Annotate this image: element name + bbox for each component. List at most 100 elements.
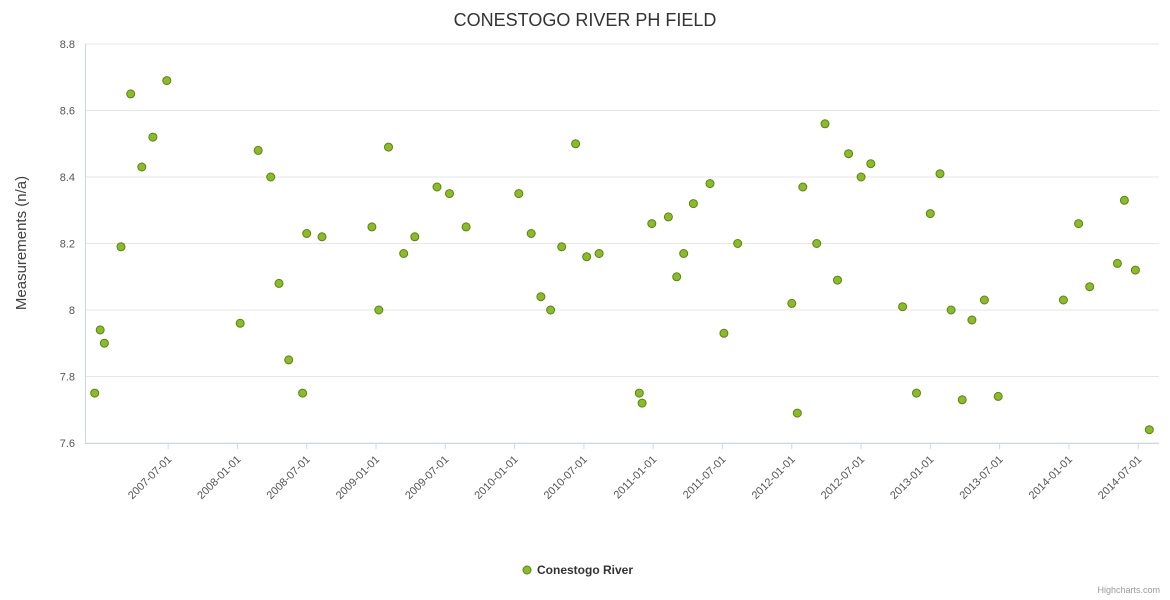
data-point[interactable] [1085, 282, 1095, 292]
gridlines [85, 43, 1159, 444]
data-point[interactable] [679, 249, 689, 258]
y-tick-label: 7.8 [60, 372, 75, 384]
data-point[interactable] [148, 132, 158, 142]
data-point[interactable] [663, 212, 673, 222]
x-tick-label: 2012-01-01 [750, 454, 798, 502]
data-point[interactable] [367, 222, 377, 232]
data-point[interactable] [546, 305, 556, 315]
x-tick-label: 2009-01-01 [334, 454, 382, 502]
data-point[interactable] [526, 229, 536, 238]
data-point[interactable] [594, 249, 604, 258]
data-point[interactable] [137, 162, 147, 172]
data-point[interactable] [798, 182, 808, 192]
x-tick-label: 2009-07-01 [403, 454, 451, 502]
y-tick-label: 8.8 [60, 39, 75, 51]
data-point[interactable] [866, 159, 876, 169]
data-point[interactable] [898, 302, 908, 312]
data-point[interactable] [912, 388, 921, 398]
legend-label: Conestogo River [537, 563, 633, 577]
data-point[interactable] [461, 222, 471, 232]
data-point[interactable] [557, 242, 567, 252]
data-point[interactable] [445, 189, 454, 199]
data-point[interactable] [792, 408, 802, 418]
x-tick-label: 2007-07-01 [126, 454, 174, 502]
data-point[interactable] [733, 239, 743, 248]
data-point[interactable] [1058, 295, 1068, 305]
y-tick-label: 8 [69, 305, 75, 317]
data-point[interactable] [1074, 219, 1084, 229]
data-point[interactable] [235, 318, 245, 328]
credits-link[interactable]: Highcharts.com [1097, 585, 1160, 595]
data-point[interactable] [688, 199, 698, 209]
y-tick-label: 8.6 [60, 106, 75, 118]
data-point[interactable] [162, 76, 172, 86]
data-point[interactable] [298, 388, 308, 398]
data-point[interactable] [410, 232, 420, 242]
data-point[interactable] [979, 295, 989, 305]
data-point[interactable] [399, 249, 409, 258]
data-point[interactable] [787, 298, 797, 308]
data-point[interactable] [672, 272, 682, 282]
data-point[interactable] [582, 252, 592, 262]
data-point[interactable] [432, 182, 442, 192]
data-point[interactable] [266, 172, 276, 182]
x-tick-label: 2014-07-01 [1096, 454, 1144, 502]
x-tick-label: 2010-01-01 [472, 454, 520, 502]
data-point[interactable] [116, 242, 126, 252]
x-tick-label: 2010-07-01 [542, 454, 590, 502]
x-axis-labels: 2007-07-01 2008-01-01 2008-07-01 2009-01-01… [126, 454, 1144, 502]
data-point[interactable] [946, 305, 956, 315]
data-point[interactable] [1130, 265, 1140, 275]
data-point[interactable] [812, 239, 822, 248]
data-point[interactable] [957, 395, 967, 405]
data-point[interactable] [253, 145, 263, 155]
data-point[interactable] [1119, 195, 1129, 205]
data-point[interactable] [719, 328, 729, 338]
data-point[interactable] [302, 229, 312, 238]
data-point[interactable] [284, 355, 294, 365]
y-tick-label: 8.4 [60, 172, 75, 184]
scatter-series [90, 76, 1154, 435]
y-axis-title: Measurements (n/a) [13, 176, 30, 310]
data-point[interactable] [384, 142, 393, 152]
data-point[interactable] [1112, 258, 1122, 268]
x-tick-label: 2008-01-01 [195, 454, 243, 502]
data-point[interactable] [856, 172, 866, 182]
x-tick-label: 2013-01-01 [888, 454, 936, 502]
data-point[interactable] [90, 388, 100, 398]
x-tick-label: 2011-07-01 [681, 454, 729, 502]
data-point[interactable] [705, 179, 715, 189]
chart-title: CONESTOGO RIVER PH FIELD [454, 10, 717, 30]
data-point[interactable] [1144, 425, 1154, 435]
data-point[interactable] [634, 388, 644, 398]
data-point[interactable] [274, 278, 284, 288]
data-point[interactable] [647, 219, 657, 229]
data-point[interactable] [833, 275, 842, 285]
data-point[interactable] [514, 189, 524, 199]
y-axis-labels: 7.6 7.8 8 8.2 8.4 8.6 8.8 [60, 39, 75, 450]
data-point[interactable] [536, 292, 546, 302]
data-point[interactable] [935, 169, 945, 179]
data-point[interactable] [126, 89, 136, 99]
legend-marker-icon [522, 565, 532, 575]
data-point[interactable] [844, 149, 854, 159]
x-tick-label: 2014-01-01 [1027, 454, 1075, 502]
data-point[interactable] [967, 315, 977, 325]
data-point[interactable] [95, 325, 105, 335]
data-point[interactable] [820, 119, 830, 129]
data-point[interactable] [925, 209, 935, 219]
x-tick-label: 2013-07-01 [957, 454, 1005, 502]
data-point[interactable] [374, 305, 384, 315]
axes [85, 44, 1159, 449]
data-point[interactable] [637, 398, 647, 408]
legend-item[interactable]: Conestogo River [522, 563, 633, 577]
data-point[interactable] [99, 338, 109, 348]
data-point[interactable] [571, 139, 581, 149]
x-tick-label: 2008-07-01 [265, 454, 313, 502]
x-tick-label: 2012-07-01 [819, 454, 867, 502]
y-tick-label: 7.6 [60, 438, 75, 450]
data-point[interactable] [993, 391, 1003, 401]
data-point[interactable] [317, 232, 327, 242]
